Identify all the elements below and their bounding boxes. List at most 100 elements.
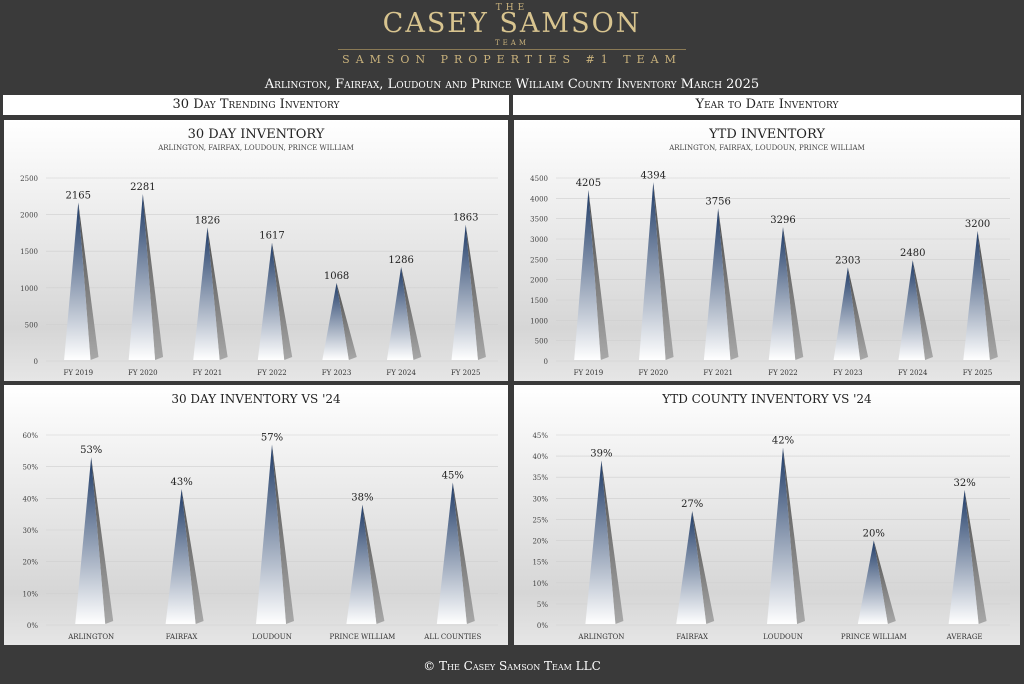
data-label: 27% <box>681 499 703 510</box>
brand-divider <box>338 49 686 50</box>
data-label: 2480 <box>900 248 925 259</box>
report-title: Arlington, Fairfax, Loudoun and Prince W… <box>264 77 760 92</box>
data-label: 1286 <box>388 255 413 266</box>
x-tick-label: ARLINGTON <box>577 633 624 641</box>
bar <box>386 266 414 360</box>
y-tick-label: 35% <box>532 474 548 482</box>
bar <box>898 260 925 360</box>
brand-team: TEAM <box>494 39 529 47</box>
bar-shadow <box>142 194 164 360</box>
y-tick-label: 25% <box>532 516 548 524</box>
chart-ytd-inventory: YTD INVENTORY ARLINGTON, FAIRFAX, LOUDOUN… <box>530 127 1010 377</box>
x-tick-label: LOUDOUN <box>252 633 292 641</box>
x-tick-label: FY 2023 <box>322 369 352 377</box>
x-tick-label: FY 2024 <box>386 369 416 377</box>
bar <box>585 460 616 624</box>
bar <box>833 267 861 360</box>
bar <box>451 224 478 360</box>
section-header-ytd: Year to Date Inventory <box>512 94 1022 116</box>
bar <box>257 242 285 360</box>
y-tick-label: 1500 <box>20 248 38 256</box>
y-tick-label: 1000 <box>530 317 548 325</box>
footer: © The Casey Samson Team LLC <box>0 651 1024 684</box>
y-tick-label: 10% <box>22 590 38 598</box>
y-tick-label: 4000 <box>530 195 548 203</box>
y-tick-label: 0% <box>537 622 548 630</box>
y-tick-label: 15% <box>532 559 548 567</box>
y-tick-label: 500 <box>25 321 38 329</box>
bar-shadow <box>783 447 805 624</box>
y-tick-label: 2500 <box>530 256 548 264</box>
y-tick-label: 5% <box>537 601 548 609</box>
bar-shadow <box>181 488 204 624</box>
data-label: 53% <box>80 445 102 456</box>
bar-shadow <box>601 460 624 624</box>
y-tick-label: 2000 <box>530 277 548 285</box>
data-label: 1863 <box>453 213 478 224</box>
x-tick-label: FY 2023 <box>833 369 863 377</box>
y-tick-label: 3000 <box>530 236 548 244</box>
y-tick-label: 1500 <box>530 297 548 305</box>
bar <box>165 488 196 624</box>
x-tick-label: FY 2024 <box>898 369 928 377</box>
x-tick-label: FY 2021 <box>703 369 733 377</box>
x-tick-label: FY 2022 <box>257 369 287 377</box>
bar <box>768 226 796 360</box>
section-title-right: Year to Date Inventory <box>695 97 839 112</box>
data-label: 43% <box>170 477 192 488</box>
y-tick-label: 40% <box>532 453 548 461</box>
chart-title: YTD COUNTY INVENTORY VS '24 <box>661 392 872 406</box>
x-tick-label: FY 2019 <box>64 369 94 377</box>
section-header-30day: 30 Day Trending Inventory <box>2 94 510 116</box>
bar <box>574 189 601 360</box>
chart-ytd-vs-24: YTD COUNTY INVENTORY VS '24 0% 5% 10% 15% 20%… <box>532 392 1010 641</box>
bar-shadow <box>272 444 294 624</box>
bar-shadow <box>873 540 896 624</box>
chart-subtitle: ARLINGTON, FAIRFAX, LOUDOUN, PRINCE WILL… <box>668 144 865 152</box>
bar <box>703 208 731 360</box>
data-label: 20% <box>863 529 885 540</box>
data-label: 4205 <box>576 178 601 189</box>
bar-shadow <box>588 189 609 360</box>
x-tick-label: PRINCE WILLIAM <box>841 633 907 641</box>
brand-tagline: SAMSON PROPERTIES #1 TEAM <box>342 53 682 66</box>
bar-shadow <box>207 227 228 360</box>
bar-shadow <box>653 182 674 360</box>
data-label: 42% <box>772 436 794 447</box>
data-label: 2303 <box>835 255 860 266</box>
bar-shadow <box>452 482 475 624</box>
bar-shadow <box>977 230 998 360</box>
section-title-left: 30 Day Trending Inventory <box>172 97 340 112</box>
data-label: 1617 <box>259 231 284 242</box>
y-tick-label: 4500 <box>530 175 548 183</box>
x-tick-label: FY 2020 <box>128 369 158 377</box>
x-tick-label: ALL COUNTIES <box>423 633 481 641</box>
y-tick-label: 60% <box>22 432 38 440</box>
bar <box>256 444 286 624</box>
bar <box>436 482 467 624</box>
y-tick-label: 0% <box>27 622 38 630</box>
bar-shadow <box>272 242 293 360</box>
y-tick-label: 20% <box>22 559 38 567</box>
chart-title: 30 DAY INVENTORY VS '24 <box>171 392 341 406</box>
brand-name: CASEY SAMSON <box>382 8 642 39</box>
bar-shadow <box>91 457 114 624</box>
bar-shadow <box>465 224 486 360</box>
data-label: 45% <box>442 471 464 482</box>
bar-shadow <box>718 208 739 360</box>
x-tick-label: FAIRFAX <box>676 633 708 641</box>
data-label: 38% <box>351 493 373 504</box>
bar <box>64 202 91 360</box>
data-label: 3200 <box>965 219 990 230</box>
bar <box>857 540 888 624</box>
x-tick-label: LOUDOUN <box>763 633 803 641</box>
bar <box>322 282 349 360</box>
data-label: 1826 <box>195 215 220 226</box>
x-tick-label: AVERAGE <box>946 633 983 641</box>
bar-shadow <box>847 267 869 360</box>
bar <box>75 457 106 624</box>
y-tick-label: 0 <box>544 358 548 366</box>
data-label: 39% <box>590 448 612 459</box>
x-tick-label: FY 2021 <box>193 369 223 377</box>
chart-panel-30day-vs-24: 30 DAY INVENTORY VS '24 0% 10% 20% 30% 40% 50%… <box>2 383 510 647</box>
